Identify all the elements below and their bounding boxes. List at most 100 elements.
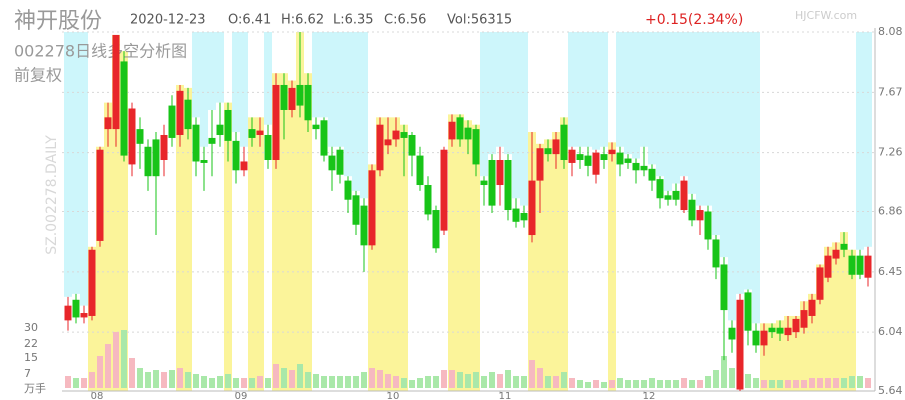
- candle-body: [280, 84, 288, 110]
- volume-bar: [633, 380, 639, 388]
- candle-body: [640, 165, 648, 171]
- candle-body: [256, 130, 264, 135]
- zone: [280, 73, 288, 392]
- volume-bar: [425, 376, 431, 388]
- volume-bar: [505, 370, 511, 388]
- zone: [528, 132, 536, 391]
- candle-body: [560, 124, 568, 161]
- candle-body: [448, 121, 456, 140]
- candle-body: [392, 130, 400, 140]
- candle-body: [176, 90, 184, 135]
- candle-body: [472, 129, 480, 165]
- volume-bar: [441, 370, 447, 388]
- candle-body: [688, 199, 696, 221]
- volume-bar: [609, 380, 615, 388]
- volume-bar: [185, 372, 191, 388]
- zone: [352, 32, 360, 191]
- zone: [384, 117, 392, 392]
- volume-bar: [769, 380, 775, 388]
- zone: [256, 117, 264, 392]
- zone: [216, 32, 224, 103]
- x-tick-label: 09: [235, 391, 248, 400]
- volume-bar: [553, 376, 559, 388]
- volume-bar: [305, 372, 311, 388]
- zone: [296, 32, 304, 391]
- candle-body: [808, 299, 816, 316]
- candle-body: [128, 108, 136, 165]
- candle-body: [456, 117, 464, 140]
- candle-body: [536, 148, 544, 181]
- stock-name: 神开股份: [14, 9, 102, 34]
- volume-bar: [657, 380, 663, 388]
- candle-body: [368, 170, 376, 246]
- low-label: L:6.35: [333, 13, 374, 28]
- volume-bar: [513, 376, 519, 388]
- zone: [792, 315, 800, 391]
- zone: [200, 32, 208, 147]
- zone: [808, 293, 816, 391]
- zone: [464, 120, 472, 391]
- candle-body: [632, 162, 640, 171]
- volume-bar: [97, 356, 103, 388]
- candle-body: [664, 195, 672, 200]
- volume-bar: [497, 374, 503, 388]
- candle-body: [784, 327, 792, 336]
- candle-body: [680, 180, 688, 211]
- zone: [224, 102, 232, 391]
- high-label: H:6.62: [281, 13, 324, 28]
- candle-body: [168, 105, 176, 138]
- volume-bar: [73, 378, 79, 388]
- volume-bar: [577, 380, 583, 388]
- candle-body: [360, 205, 368, 246]
- candle-body: [248, 129, 256, 138]
- zone: [512, 32, 520, 199]
- volume-bar: [713, 370, 719, 388]
- candle-body: [320, 120, 328, 156]
- candle-body: [288, 87, 296, 110]
- volume-bar: [353, 376, 359, 388]
- volume-bar: [337, 376, 343, 388]
- y-tick-label: 5.64: [878, 384, 903, 397]
- candle-body: [80, 313, 88, 318]
- candle-body: [672, 190, 680, 200]
- candle-body: [440, 149, 448, 231]
- candle-body: [144, 146, 152, 177]
- candle-body: [712, 239, 720, 268]
- watermark: SZ.002278.DAILY: [44, 135, 60, 255]
- volume-bar: [65, 376, 71, 388]
- volume-bar: [825, 378, 831, 388]
- candle-body: [304, 84, 312, 121]
- volume-bar: [281, 368, 287, 388]
- candle-body: [64, 305, 72, 321]
- date: 2020-12-23: [130, 13, 206, 28]
- volume-bar: [393, 376, 399, 388]
- zone: [392, 117, 400, 392]
- candle-body: [120, 61, 128, 156]
- candle-body: [184, 99, 192, 130]
- x-tick-label: 10: [387, 391, 400, 400]
- candle-body: [568, 149, 576, 163]
- zone: [824, 246, 832, 391]
- volume-bar: [145, 372, 151, 388]
- candle-body: [608, 149, 616, 155]
- candle-body: [336, 149, 344, 175]
- volume-bar: [761, 380, 767, 388]
- volume-bar: [329, 376, 335, 388]
- candle-body: [96, 149, 104, 241]
- candle-body: [152, 139, 160, 177]
- volume-bar: [233, 378, 239, 388]
- volume-tick-label: 30: [24, 321, 38, 334]
- volume-bar: [273, 364, 279, 388]
- zone: [344, 32, 352, 177]
- volume-bar: [265, 378, 271, 388]
- candle-body: [616, 152, 624, 165]
- candle-body: [352, 195, 360, 225]
- volume-bar: [809, 378, 815, 388]
- candle-body: [200, 160, 208, 163]
- candle-body: [400, 132, 408, 138]
- candle-body: [160, 134, 168, 161]
- volume-bar: [201, 376, 207, 388]
- volume-bar: [385, 374, 391, 388]
- volume-bar: [777, 380, 783, 388]
- volume-bar: [449, 370, 455, 388]
